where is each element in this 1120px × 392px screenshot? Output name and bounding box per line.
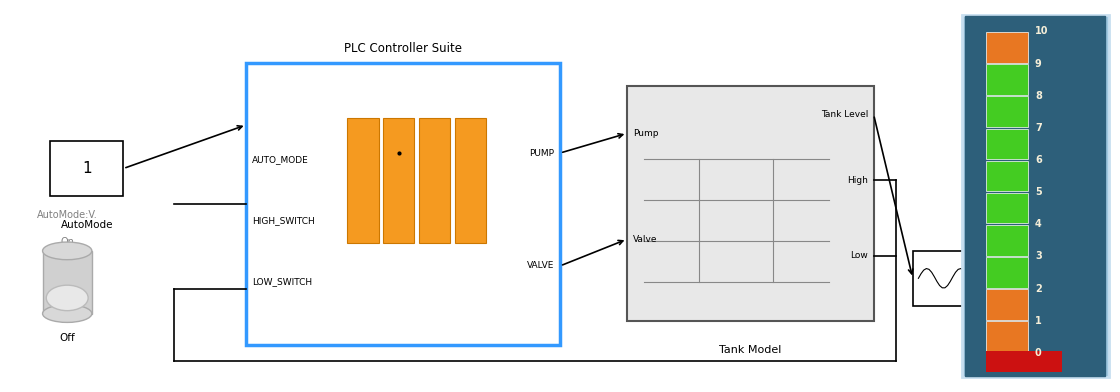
Text: 4: 4	[1035, 219, 1042, 229]
Bar	[986, 289, 1028, 320]
Bar	[986, 161, 1028, 191]
Text: Off: Off	[59, 333, 75, 343]
Text: PLC Controller Suite: PLC Controller Suite	[344, 42, 463, 55]
Text: AutoMode:V.: AutoMode:V.	[37, 209, 97, 220]
Bar	[986, 257, 1028, 288]
Bar	[455, 118, 486, 243]
Text: AUTO_MODE: AUTO_MODE	[252, 155, 309, 164]
Text: High: High	[847, 176, 868, 185]
Text: Valve: Valve	[633, 235, 657, 243]
Text: 2: 2	[1035, 283, 1042, 294]
Ellipse shape	[46, 285, 88, 310]
Bar	[383, 118, 414, 243]
Bar	[246, 63, 560, 345]
Text: 1: 1	[82, 161, 92, 176]
Text: Low: Low	[850, 251, 868, 260]
Text: Tank Model: Tank Model	[719, 345, 782, 355]
Bar	[913, 251, 974, 306]
Text: 3: 3	[1035, 251, 1042, 261]
Bar	[347, 118, 379, 243]
Bar	[965, 16, 1105, 376]
Text: On: On	[60, 237, 74, 247]
Bar	[986, 32, 1028, 63]
Bar	[986, 193, 1028, 223]
Text: 9: 9	[1035, 58, 1042, 69]
Text: 7: 7	[1035, 123, 1042, 133]
Text: 5: 5	[1035, 187, 1042, 197]
Bar	[986, 64, 1028, 95]
Bar	[43, 251, 92, 314]
Text: 10: 10	[1035, 26, 1048, 36]
Text: Tank Level: Tank Level	[821, 110, 868, 119]
Bar	[627, 86, 874, 321]
Ellipse shape	[43, 305, 92, 322]
Bar	[986, 321, 1028, 352]
Bar	[986, 225, 1028, 256]
Text: LOW_SWITCH: LOW_SWITCH	[252, 277, 312, 286]
Text: 0: 0	[1035, 348, 1042, 358]
Bar	[986, 96, 1028, 127]
Text: AutoMode: AutoMode	[60, 220, 113, 230]
Bar	[419, 118, 450, 243]
Text: 1: 1	[1035, 316, 1042, 326]
Bar	[986, 351, 1062, 372]
Text: Pump: Pump	[633, 129, 659, 138]
Bar	[986, 129, 1028, 159]
Text: VALVE: VALVE	[528, 261, 554, 270]
Bar	[50, 141, 123, 196]
Text: 8: 8	[1035, 91, 1042, 101]
Text: 6: 6	[1035, 155, 1042, 165]
Bar	[962, 15, 1109, 377]
Text: PUMP: PUMP	[530, 149, 554, 158]
Text: HIGH_SWITCH: HIGH_SWITCH	[252, 216, 315, 225]
Ellipse shape	[43, 242, 92, 260]
